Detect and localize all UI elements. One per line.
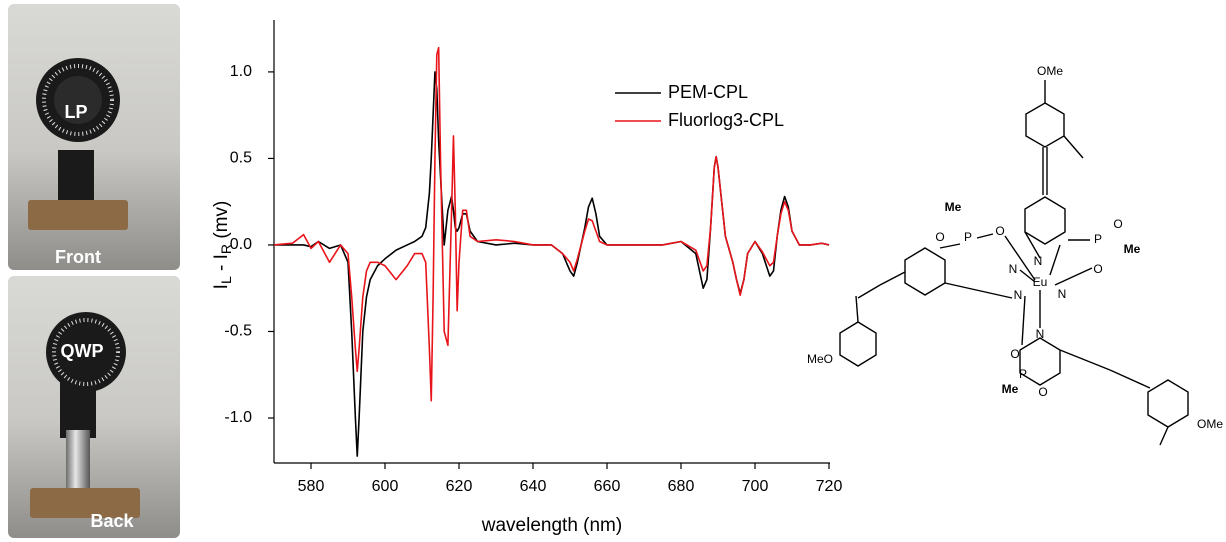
y-axis-label-part: R: [218, 244, 234, 254]
ring: [1024, 196, 1066, 245]
post-holder: [58, 150, 94, 208]
atom-label: O: [995, 224, 1004, 238]
atom-label: Me: [945, 200, 962, 214]
atom-label: Me: [1124, 242, 1141, 256]
x-tick-label: 580: [298, 478, 325, 495]
atom-label: O: [1038, 385, 1047, 399]
atom-label: P: [1019, 367, 1027, 381]
bond: [1004, 235, 1036, 281]
y-tick-label: 0.5: [230, 150, 252, 167]
atom-label: OMe: [1197, 417, 1223, 431]
legend-label: PEM-CPL: [668, 82, 748, 102]
bond: [1059, 349, 1111, 371]
atom-label: N: [1036, 327, 1045, 341]
atom-label: MeO: [807, 352, 833, 366]
atom-label: O: [1010, 347, 1019, 361]
post: [66, 430, 90, 490]
y-tick-label: 0.0: [230, 236, 252, 253]
bond: [1109, 369, 1151, 389]
bond: [1159, 426, 1169, 446]
atom-label: N: [1009, 262, 1018, 276]
photo-label: LP: [64, 102, 87, 122]
bond: [1021, 295, 1026, 346]
atom-label: Eu: [1033, 275, 1048, 289]
atom-label: P: [1094, 232, 1102, 246]
y-axis-label-part: I: [211, 284, 232, 289]
photo-panel: LP Front QWP Back: [8, 4, 180, 538]
ring: [1025, 102, 1065, 148]
base: [30, 488, 140, 518]
bond: [976, 233, 994, 239]
bond: [939, 243, 961, 249]
y-axis-label-part: L: [218, 276, 234, 284]
atom-label: O: [1093, 262, 1102, 276]
legend-label: Fluorlog3-CPL: [668, 110, 784, 130]
dial: [42, 64, 114, 136]
series-line: [273, 46, 830, 402]
x-tick-label: 680: [668, 478, 695, 495]
x-tick-label: 620: [446, 478, 473, 495]
atom-label: N: [1014, 288, 1023, 302]
y-axis-label-part: - I: [211, 254, 232, 276]
x-tick-label: 720: [816, 478, 843, 495]
x-tick-label: 600: [372, 478, 399, 495]
y-tick-label: 1.0: [230, 63, 252, 80]
ring: [839, 321, 877, 367]
mount: [46, 312, 126, 392]
x-tick-label: 660: [594, 478, 621, 495]
optic: [54, 76, 102, 124]
y-tick-label: -0.5: [224, 323, 252, 340]
dial: [52, 318, 120, 386]
atom-label: Me: [1002, 382, 1019, 396]
bond: [855, 295, 859, 323]
atom-label: O: [935, 230, 944, 244]
atom-label: O: [1113, 217, 1122, 231]
bond: [944, 282, 1013, 299]
photo-caption: Front: [55, 247, 101, 267]
bond: [1024, 231, 1041, 259]
chart: wavelength (nm) IL - IR (mv) -1.0 -0.5 0.0…: [211, 20, 842, 536]
bond: [879, 271, 906, 286]
y-axis-label-part: (mv): [211, 201, 232, 244]
bond: [857, 284, 881, 299]
bond: [1049, 244, 1061, 276]
y-tick-label: -1.0: [224, 409, 252, 426]
atom-label: N: [1058, 287, 1067, 301]
x-tick-label: 640: [520, 478, 547, 495]
atom-label: P: [964, 230, 972, 244]
x-axis-label: wavelength (nm): [481, 515, 622, 536]
atom-label: OMe: [1037, 64, 1063, 78]
photo-label: QWP: [61, 341, 104, 361]
bond: [1063, 135, 1084, 159]
bond: [1019, 269, 1036, 283]
photo-caption: Back: [90, 511, 134, 531]
y-axis-label: IL - IR (mv): [211, 201, 234, 290]
atom-label: N: [1034, 254, 1043, 268]
base: [28, 200, 128, 230]
bond: [1054, 267, 1093, 286]
x-tick-label: 700: [742, 478, 769, 495]
ring: [1147, 379, 1189, 428]
ring: [904, 247, 946, 296]
